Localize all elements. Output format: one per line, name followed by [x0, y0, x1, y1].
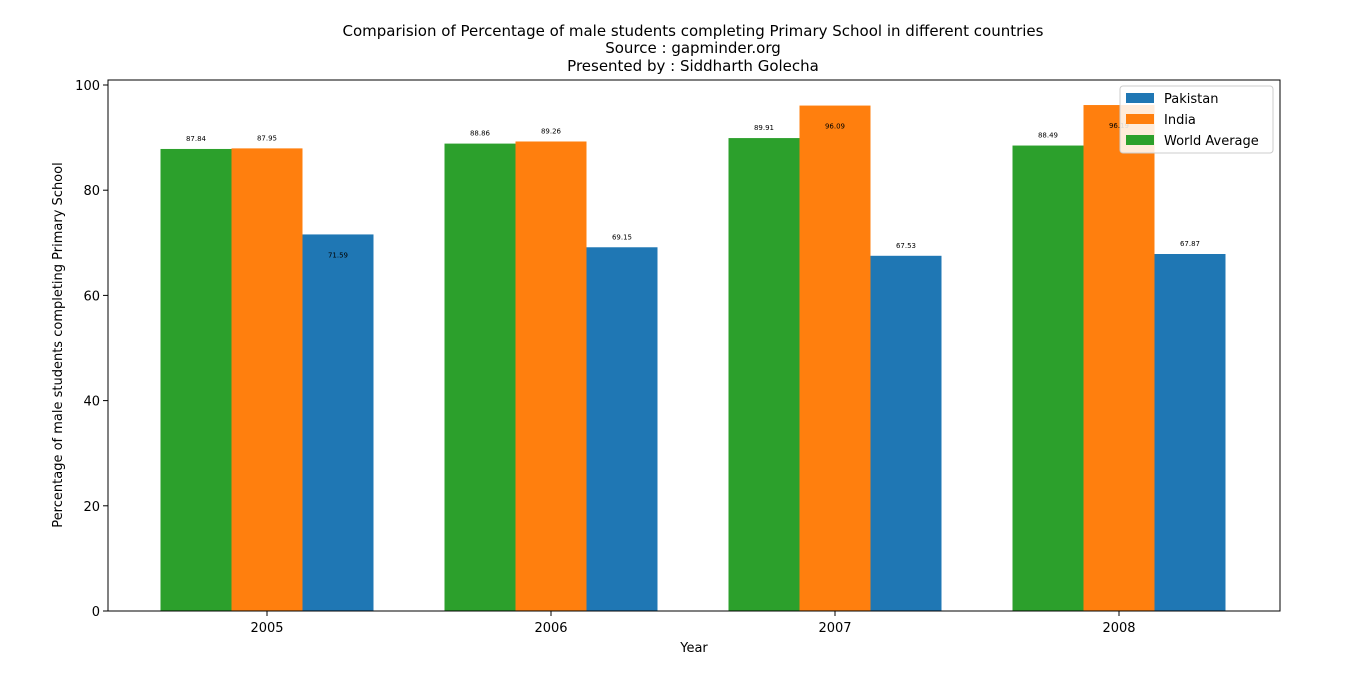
data-label-world-average-2007: 89.91 — [754, 124, 774, 132]
title-line-presenter: Presented by : Siddharth Golecha — [567, 57, 819, 75]
data-label-world-average-2006: 88.86 — [470, 130, 491, 138]
x-tick-label: 2005 — [250, 621, 283, 636]
data-label-india-2007: 96.09 — [825, 123, 845, 131]
legend-items: Pakistan India World Average — [1126, 92, 1259, 149]
legend-swatch-pakistan — [1126, 93, 1154, 103]
x-axis: 2005 2006 2007 2008 — [250, 611, 1136, 636]
data-label-world-average-2005: 87.84 — [186, 135, 207, 143]
data-label-pakistan-2007: 67.53 — [896, 242, 916, 250]
legend: Pakistan India World Average — [1119, 85, 1274, 154]
legend-label-india: India — [1164, 113, 1196, 128]
bar-pakistan-2005 — [302, 234, 374, 612]
legend-box — [1119, 85, 1274, 154]
title-line-source: Source : gapminder.org — [605, 39, 781, 57]
bar-india-2005 — [231, 148, 303, 611]
y-tick-label: 80 — [83, 184, 100, 199]
legend-swatch-india — [1126, 114, 1154, 124]
bar-india-2006 — [515, 141, 587, 611]
bar-world-average-2005 — [160, 148, 232, 611]
y-tick-label: 20 — [83, 500, 100, 515]
y-tick-label: 0 — [92, 605, 100, 620]
x-tick-label: 2008 — [1102, 621, 1135, 636]
x-axis-label: Year — [679, 641, 708, 656]
bar-world-average-2008 — [1012, 145, 1084, 611]
data-label-world-average-2008: 88.49 — [1038, 132, 1058, 140]
data-label-india-2005: 87.95 — [257, 134, 277, 142]
bar-world-average-2007 — [728, 138, 800, 611]
data-label-pakistan-2005: 71.59 — [328, 251, 348, 259]
legend-swatch-world-average — [1126, 135, 1154, 145]
y-tick-label: 60 — [83, 289, 100, 304]
y-tick-label: 40 — [83, 395, 100, 410]
y-tick-label: 100 — [75, 79, 100, 94]
bar-pakistan-2006 — [586, 247, 658, 611]
chart-title: Comparision of Percentage of male studen… — [343, 22, 1044, 75]
title-line-main: Comparision of Percentage of male studen… — [343, 22, 1044, 40]
data-label-india-2006: 89.26 — [541, 127, 562, 135]
data-label-pakistan-2008: 67.87 — [1180, 240, 1200, 248]
plot-border — [107, 79, 1281, 612]
bars-layer — [160, 105, 1226, 612]
x-tick-label: 2007 — [818, 621, 851, 636]
x-tick-label: 2006 — [534, 621, 567, 636]
data-labels-layer: 87.84 87.95 71.59 88.86 89.26 69.15 89.91 96.09… — [186, 122, 1200, 259]
legend-label-world-average: World Average — [1164, 134, 1259, 149]
bar-india-2008 — [1083, 105, 1155, 612]
bar-pakistan-2007 — [870, 255, 942, 611]
bar-world-average-2006 — [444, 143, 516, 611]
bar-india-2007 — [799, 105, 871, 612]
data-label-pakistan-2006: 69.15 — [612, 233, 632, 241]
legend-label-pakistan: Pakistan — [1164, 92, 1218, 107]
y-axis-label: Percentage of male students completing P… — [51, 162, 66, 527]
data-label-india-2008: 96.19 — [1109, 122, 1129, 130]
bar-pakistan-2008 — [1154, 254, 1226, 612]
y-axis: 0 20 40 60 80 100 — [75, 79, 108, 620]
